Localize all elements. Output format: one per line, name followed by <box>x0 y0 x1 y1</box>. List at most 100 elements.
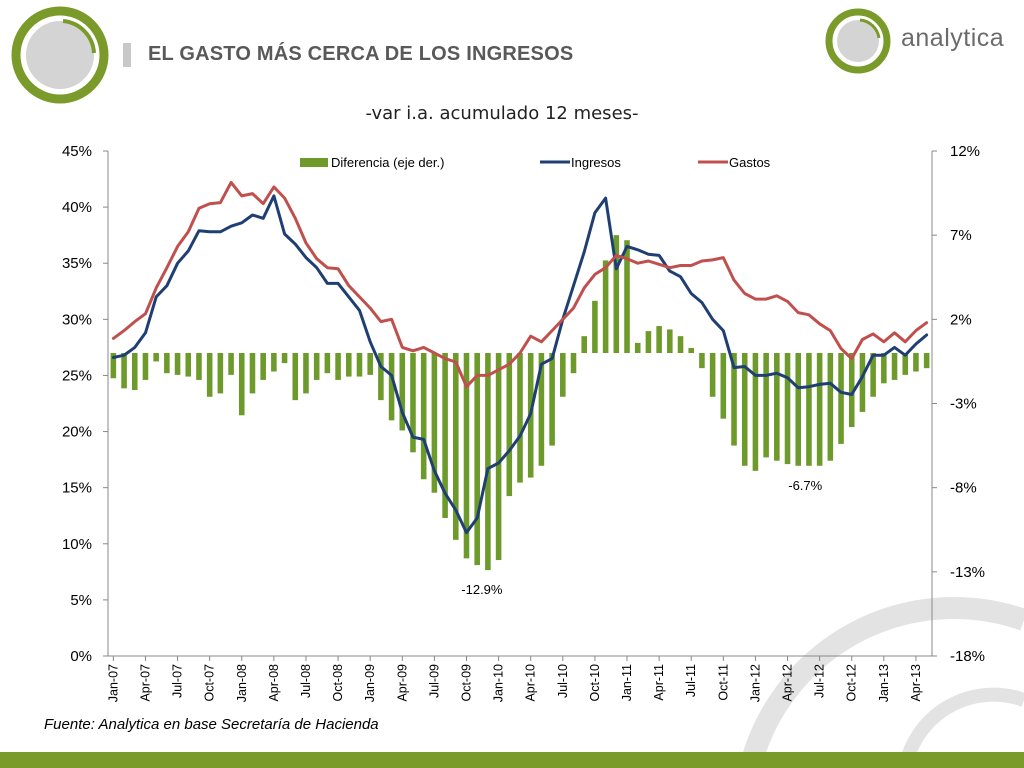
source-note: Fuente: Analytica en base Secretaría de … <box>44 716 379 733</box>
brand-name: analytica <box>901 24 1005 52</box>
x-tick-label: Jul-12 <box>813 664 827 698</box>
bar-diferencia <box>902 353 909 375</box>
x-tick-label: Apr-08 <box>267 664 281 702</box>
bar-diferencia <box>763 353 769 458</box>
x-tick-label: Apr-11 <box>652 664 666 701</box>
bar-diferencia <box>881 353 887 384</box>
y-left-tick-label: 40% <box>62 199 92 216</box>
x-tick-label: Apr-13 <box>909 664 923 702</box>
bar-diferencia <box>752 353 759 471</box>
x-tick-label: Oct-09 <box>459 664 473 702</box>
bar-diferencia <box>838 353 844 444</box>
bar-diferencia <box>420 353 427 480</box>
bar-diferencia <box>356 353 363 377</box>
bar-diferencia <box>292 353 299 401</box>
y-right-tick-label: -3% <box>950 396 977 413</box>
bar-diferencia <box>185 353 192 377</box>
x-tick-label: Oct-12 <box>845 664 859 702</box>
bar-diferencia <box>848 353 855 428</box>
bar-diferencia <box>303 353 309 394</box>
bar-diferencia <box>602 260 609 353</box>
bar-diferencia <box>870 353 876 397</box>
x-tick-label: Jan-09 <box>363 664 377 702</box>
bar-diferencia <box>228 353 234 375</box>
bar-diferencia <box>688 347 695 353</box>
bar-diferencia <box>206 353 213 397</box>
bar-diferencia <box>388 353 395 421</box>
y-left-tick-labels: 45% 40% 35% 30% 25% 20% 15% 10% 5% 0% <box>62 143 92 665</box>
chart-subtitle: -var i.a. acumulado 12 meses- <box>365 103 639 124</box>
x-tick-label: Jan-10 <box>492 664 506 702</box>
bar-diferencia <box>153 353 159 362</box>
bar-diferencia <box>260 353 266 380</box>
y-left-tick-label: 15% <box>62 480 92 497</box>
y-left-tick-label: 25% <box>62 367 92 384</box>
bar-diferencia <box>399 353 406 431</box>
bar-diferencia <box>923 353 930 369</box>
bar-diferencia <box>549 353 555 446</box>
line-series <box>111 180 929 535</box>
bar-diferencia <box>913 353 919 372</box>
bar-diferencia <box>378 353 384 401</box>
bar-diferencia <box>196 353 202 380</box>
y-left-tick-label: 10% <box>62 536 92 553</box>
bar-diferencia <box>613 235 620 353</box>
bar-diferencia <box>656 326 662 353</box>
bar-diferencia <box>442 353 448 518</box>
bar-diferencia <box>335 353 341 380</box>
chart-axes <box>103 150 937 661</box>
bar-diferencia <box>816 353 823 466</box>
x-tick-label: Jul-07 <box>171 664 185 698</box>
bar-diferencia <box>517 353 523 483</box>
circle-logo-icon <box>11 6 109 104</box>
bar-diferencia <box>238 353 245 416</box>
y-left-tick-label: 20% <box>62 424 92 441</box>
bar-diferencia <box>324 353 331 374</box>
y-left-tick-label: 5% <box>70 592 92 609</box>
x-tick-label: Oct-11 <box>716 664 730 701</box>
y-right-tick-label: 12% <box>950 143 980 160</box>
bar-diferencia <box>741 353 748 466</box>
diferencia-bars <box>110 235 930 571</box>
x-tick-labels: Jan-07 Apr-07 Jul-07 Oct-07 Jan-08 Apr-08 Jul-… <box>106 664 923 702</box>
bar-diferencia <box>217 353 224 394</box>
annotation-label: -6.7% <box>788 478 822 493</box>
bar-diferencia <box>249 353 256 394</box>
bar-diferencia <box>313 353 320 380</box>
x-tick-label: Apr-07 <box>138 664 152 702</box>
x-tick-label: Oct-08 <box>331 664 345 702</box>
bar-diferencia <box>624 240 630 353</box>
bar-diferencia <box>645 331 652 353</box>
page-title: EL GASTO MÁS CERCA DE LOS INGRESOS <box>148 43 574 65</box>
bar-diferencia <box>891 353 898 380</box>
x-tick-label: Oct-10 <box>588 664 602 702</box>
bar-diferencia <box>806 353 812 466</box>
legend-label: Gastos <box>729 155 771 170</box>
y-right-tick-labels: 12% 7% 2% -3% -8% -13% -18% <box>950 143 985 665</box>
bar-diferencia <box>699 353 705 369</box>
bar-diferencia <box>592 300 598 353</box>
bar-diferencia <box>667 329 673 353</box>
y-left-tick-label: 30% <box>62 311 92 328</box>
bar-diferencia <box>538 353 545 466</box>
x-tick-label: Jan-11 <box>620 664 634 701</box>
bar-diferencia <box>709 353 716 397</box>
x-tick-label: Apr-12 <box>781 664 795 702</box>
bar-diferencia <box>495 353 502 561</box>
bar-diferencia <box>581 336 587 353</box>
bar-diferencia <box>410 353 416 453</box>
y-right-tick-label: 2% <box>950 311 972 328</box>
line-gastos <box>111 180 929 389</box>
bar-diferencia <box>463 353 470 559</box>
legend: Diferencia (eje der.) Ingresos Gastos <box>300 155 771 170</box>
bar-diferencia <box>560 353 566 397</box>
y-right-tick-label: -13% <box>950 564 985 581</box>
bar-diferencia <box>121 353 127 389</box>
bar-diferencia <box>859 353 866 412</box>
y-left-tick-label: 45% <box>62 143 92 160</box>
x-tick-label: Jan-07 <box>106 664 120 702</box>
title-accent-bar <box>123 43 131 67</box>
x-tick-label: Jul-08 <box>299 664 313 698</box>
x-tick-label: Jan-13 <box>877 664 891 702</box>
bar-diferencia <box>345 353 352 377</box>
